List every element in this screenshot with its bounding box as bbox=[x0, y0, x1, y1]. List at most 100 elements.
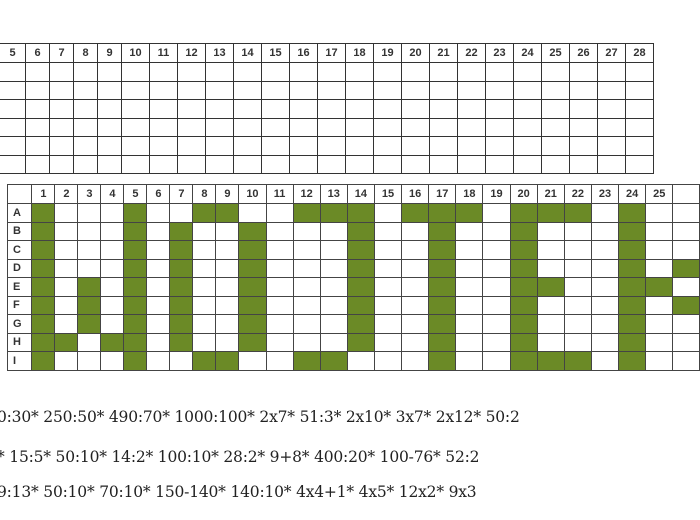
grid-cell[interactable] bbox=[265, 240, 294, 260]
grid-cell[interactable] bbox=[401, 258, 430, 278]
filled-cell[interactable] bbox=[123, 351, 148, 371]
grid-cell[interactable] bbox=[265, 258, 294, 278]
grid-cell[interactable] bbox=[345, 62, 374, 82]
grid-cell[interactable] bbox=[205, 80, 234, 100]
filled-cell[interactable] bbox=[346, 221, 375, 241]
grid-cell[interactable] bbox=[192, 221, 217, 241]
grid-cell[interactable] bbox=[401, 221, 430, 241]
grid-cell[interactable] bbox=[54, 314, 79, 334]
filled-cell[interactable] bbox=[509, 203, 538, 223]
grid-cell[interactable] bbox=[590, 258, 620, 278]
filled-cell[interactable] bbox=[123, 240, 148, 260]
filled-cell[interactable] bbox=[238, 258, 267, 278]
filled-cell[interactable] bbox=[618, 258, 647, 278]
grid-cell[interactable] bbox=[49, 80, 74, 100]
grid-cell[interactable] bbox=[563, 277, 592, 297]
filled-cell[interactable] bbox=[215, 351, 240, 371]
grid-cell[interactable] bbox=[625, 80, 654, 100]
grid-cell[interactable] bbox=[590, 351, 620, 371]
grid-cell[interactable] bbox=[233, 99, 262, 119]
grid-cell[interactable] bbox=[121, 99, 150, 119]
grid-cell[interactable] bbox=[590, 203, 620, 223]
grid-cell[interactable] bbox=[77, 203, 102, 223]
filled-cell[interactable] bbox=[509, 295, 538, 315]
grid-cell[interactable] bbox=[317, 136, 346, 156]
grid-cell[interactable] bbox=[121, 117, 150, 137]
grid-cell[interactable] bbox=[261, 136, 290, 156]
grid-cell[interactable] bbox=[100, 221, 125, 241]
filled-cell[interactable] bbox=[100, 332, 125, 352]
grid-cell[interactable] bbox=[205, 136, 234, 156]
grid-cell[interactable] bbox=[149, 62, 178, 82]
grid-cell[interactable] bbox=[429, 117, 458, 137]
grid-cell[interactable] bbox=[541, 136, 570, 156]
grid-cell[interactable] bbox=[563, 240, 592, 260]
filled-cell[interactable] bbox=[77, 295, 102, 315]
grid-cell[interactable] bbox=[149, 80, 178, 100]
grid-cell[interactable] bbox=[563, 221, 592, 241]
grid-cell[interactable] bbox=[317, 154, 346, 174]
grid-cell[interactable] bbox=[192, 240, 217, 260]
grid-cell[interactable] bbox=[169, 351, 194, 371]
grid-cell[interactable] bbox=[373, 136, 402, 156]
grid-cell[interactable] bbox=[73, 80, 98, 100]
filled-cell[interactable] bbox=[123, 314, 148, 334]
grid-cell[interactable] bbox=[292, 221, 321, 241]
grid-cell[interactable] bbox=[25, 62, 50, 82]
grid-cell[interactable] bbox=[0, 80, 26, 100]
grid-cell[interactable] bbox=[77, 332, 102, 352]
grid-cell[interactable] bbox=[401, 277, 430, 297]
filled-cell[interactable] bbox=[123, 258, 148, 278]
grid-cell[interactable] bbox=[672, 351, 700, 371]
grid-cell[interactable] bbox=[289, 62, 318, 82]
filled-cell[interactable] bbox=[509, 277, 538, 297]
grid-cell[interactable] bbox=[319, 295, 348, 315]
grid-cell[interactable] bbox=[100, 203, 125, 223]
grid-cell[interactable] bbox=[672, 203, 700, 223]
grid-cell[interactable] bbox=[169, 203, 194, 223]
filled-cell[interactable] bbox=[401, 203, 430, 223]
grid-cell[interactable] bbox=[289, 136, 318, 156]
grid-cell[interactable] bbox=[261, 80, 290, 100]
grid-cell[interactable] bbox=[233, 80, 262, 100]
grid-cell[interactable] bbox=[205, 99, 234, 119]
grid-cell[interactable] bbox=[49, 99, 74, 119]
grid-cell[interactable] bbox=[317, 80, 346, 100]
grid-cell[interactable] bbox=[177, 80, 206, 100]
grid-cell[interactable] bbox=[513, 62, 542, 82]
filled-cell[interactable] bbox=[618, 277, 647, 297]
grid-cell[interactable] bbox=[482, 351, 511, 371]
grid-cell[interactable] bbox=[429, 62, 458, 82]
grid-cell[interactable] bbox=[457, 80, 486, 100]
grid-cell[interactable] bbox=[569, 117, 598, 137]
grid-cell[interactable] bbox=[100, 240, 125, 260]
filled-cell[interactable] bbox=[215, 203, 240, 223]
grid-cell[interactable] bbox=[373, 117, 402, 137]
grid-cell[interactable] bbox=[25, 117, 50, 137]
grid-cell[interactable] bbox=[401, 62, 430, 82]
grid-cell[interactable] bbox=[373, 351, 403, 371]
grid-cell[interactable] bbox=[597, 62, 626, 82]
grid-cell[interactable] bbox=[54, 240, 79, 260]
grid-cell[interactable] bbox=[401, 80, 430, 100]
grid-cell[interactable] bbox=[455, 277, 484, 297]
grid-cell[interactable] bbox=[215, 240, 240, 260]
grid-cell[interactable] bbox=[77, 240, 102, 260]
filled-cell[interactable] bbox=[169, 221, 194, 241]
filled-cell[interactable] bbox=[292, 351, 321, 371]
grid-cell[interactable] bbox=[215, 277, 240, 297]
grid-cell[interactable] bbox=[265, 203, 294, 223]
grid-cell[interactable] bbox=[292, 295, 321, 315]
grid-cell[interactable] bbox=[100, 258, 125, 278]
grid-cell[interactable] bbox=[672, 314, 700, 334]
grid-cell[interactable] bbox=[292, 240, 321, 260]
grid-cell[interactable] bbox=[672, 240, 700, 260]
filled-cell[interactable] bbox=[618, 203, 647, 223]
grid-cell[interactable] bbox=[536, 332, 565, 352]
grid-cell[interactable] bbox=[625, 136, 654, 156]
grid-cell[interactable] bbox=[455, 258, 484, 278]
grid-cell[interactable] bbox=[177, 99, 206, 119]
grid-cell[interactable] bbox=[455, 314, 484, 334]
grid-cell[interactable] bbox=[513, 136, 542, 156]
grid-cell[interactable] bbox=[563, 332, 592, 352]
